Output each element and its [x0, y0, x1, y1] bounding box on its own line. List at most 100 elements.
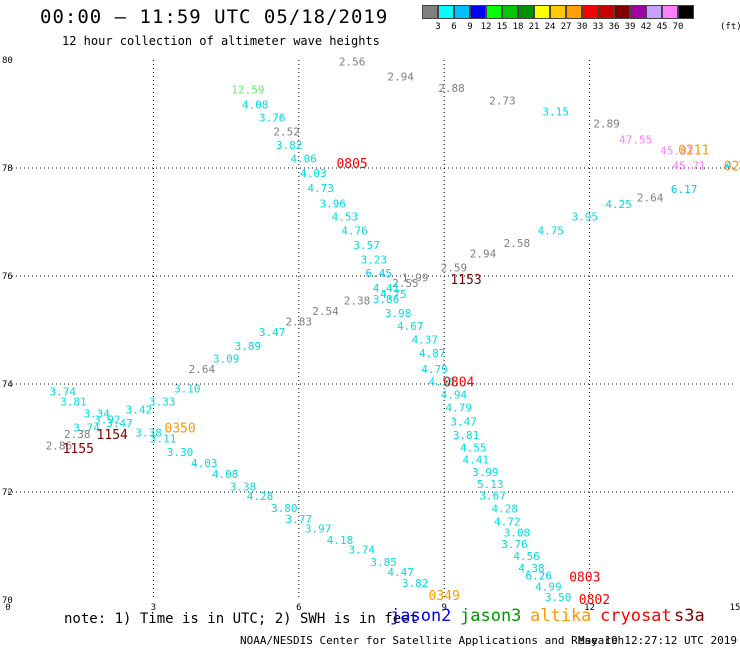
scale-tick-label: 30: [576, 22, 588, 32]
wave-height-value: 3.89: [235, 340, 262, 353]
wave-observations: 3.743.813.343.923.473.743.423.383.333.10…: [46, 55, 740, 604]
legend-altika: altika: [530, 606, 592, 626]
wave-height-value: 4.67: [397, 320, 424, 333]
wave-height-value: 4.58: [429, 376, 456, 389]
scale-swatch: [422, 5, 438, 19]
scale-swatch: [438, 5, 454, 19]
x-tick-label: 6: [296, 603, 301, 613]
scale-swatch: [630, 5, 646, 19]
scale-tick-label: 21: [528, 22, 540, 32]
wave-height-value: 4.55: [460, 442, 487, 455]
pass-time-label: 0805: [336, 157, 367, 172]
axis-ticks: 0 3 6 9 12 15 70 72 74 76 78 80: [2, 56, 740, 613]
map-subtitle: 12 hour collection of altimeter wave hei…: [62, 34, 380, 48]
x-tick-label: 9: [441, 603, 446, 613]
wave-height-value: 4.41: [373, 282, 400, 295]
wave-height-value: 4.06: [290, 153, 317, 166]
wave-height-value: 3.74: [349, 544, 376, 557]
y-tick-label: 72: [2, 488, 13, 498]
wave-height-value: 47.55: [619, 134, 652, 147]
wave-height-value: 45.81: [660, 145, 693, 158]
scale-swatch: [534, 5, 550, 19]
wave-height-value: 2.56: [339, 55, 366, 68]
wave-height-value: 3.30: [167, 446, 194, 459]
wave-height-value: 4.03: [191, 457, 218, 470]
scale-swatch: [566, 5, 582, 19]
wave-height-value: 4.37: [412, 334, 439, 347]
scale-tick-label: 24: [544, 22, 556, 32]
wave-height-value: 2.86: [46, 439, 73, 452]
wave-height-value: 6.26: [525, 569, 552, 582]
wave-height-value: 4.28: [247, 490, 274, 503]
pass-time-label: 0350: [164, 422, 195, 437]
wave-height-value: 4.2: [725, 159, 740, 172]
wave-height-value: 12.59: [231, 83, 264, 96]
wave-height-value: 4.56: [513, 550, 540, 563]
wave-height-value: 4.25: [605, 198, 632, 211]
wave-height-value: 3.47: [450, 416, 477, 429]
wave-height-value: 3.81: [453, 429, 480, 442]
wave-height-value: 2.83: [286, 316, 313, 329]
wave-height-value: 4.28: [492, 503, 519, 516]
scale-unit-label: (ft): [720, 22, 740, 32]
legend-cryosat: cryosat: [600, 606, 672, 626]
wave-height-value: 3.15: [542, 106, 569, 119]
wave-height-value: 3.67: [479, 490, 506, 503]
scale-swatch: [550, 5, 566, 19]
pass-time-label: 02: [724, 160, 740, 175]
wave-height-value: 2.55: [392, 277, 419, 290]
scale-tick-label: 27: [560, 22, 572, 32]
scale-swatch: [486, 5, 502, 19]
scale-swatch: [598, 5, 614, 19]
wave-height-value: 3.33: [149, 396, 176, 409]
wave-height-value: 3.76: [259, 112, 286, 125]
wave-height-value: 2.88: [438, 82, 465, 95]
wave-height-value: 5.13: [477, 478, 504, 491]
x-tick-label: 3: [151, 603, 156, 613]
scale-swatch: [582, 5, 598, 19]
wave-height-value: 4.94: [441, 389, 468, 402]
wave-height-value: 3.96: [319, 197, 346, 210]
generated-timestamp: May 19 12:27:12 UTC 2019: [578, 634, 737, 647]
scale-swatch: [646, 5, 662, 19]
scale-swatch: [614, 5, 630, 19]
scale-tick-label: 33: [592, 22, 604, 32]
scale-tick-label: 18: [512, 22, 524, 32]
wave-height-value: 3.47: [106, 417, 133, 430]
scale-tick-label: 12: [480, 22, 492, 32]
scale-tick-label: 39: [624, 22, 636, 32]
scale-swatch: [678, 5, 694, 19]
scale-swatch: [518, 5, 534, 19]
wave-height-value: 4.72: [494, 515, 521, 528]
wave-height-value: 3.74: [73, 422, 100, 435]
wave-height-value: 3.34: [83, 407, 110, 420]
wave-height-value: 3.11: [150, 432, 177, 445]
wave-height-value: 1.99: [402, 271, 429, 284]
x-tick-label: 15: [730, 603, 740, 613]
wave-height-value: 45.71: [672, 160, 705, 173]
wave-height-value: 2.94: [470, 248, 497, 261]
pass-time-label: 1155: [63, 442, 94, 457]
wave-height-value: 2.58: [504, 237, 531, 250]
wave-height-value: 6.17: [671, 183, 698, 196]
pass-time-label: 1153: [450, 273, 481, 288]
wave-height-value: 2.64: [637, 191, 664, 204]
y-tick-label: 76: [2, 272, 13, 282]
wave-height-value: 2.38: [344, 295, 371, 308]
wave-height-value: 2.52: [273, 126, 300, 139]
wave-height-value: 3.99: [472, 466, 499, 479]
wave-height-value: 3.76: [501, 538, 528, 551]
legend-s3a: s3a: [674, 606, 705, 626]
wave-height-value: 3.82: [276, 139, 303, 152]
wave-height-value: 2.73: [489, 94, 516, 107]
wave-height-value: 2.94: [387, 71, 414, 84]
wave-height-value: 4.53: [332, 210, 359, 223]
scale-tick-label: 15: [496, 22, 508, 32]
pass-time-label: 0802: [579, 593, 610, 608]
wave-height-value: 3.08: [504, 526, 531, 539]
wave-height-value: 2.54: [312, 305, 339, 318]
wave-height-value: 2.64: [189, 363, 216, 376]
wave-height-value: 3.09: [213, 352, 240, 365]
wave-height-value: 3.95: [572, 210, 599, 223]
